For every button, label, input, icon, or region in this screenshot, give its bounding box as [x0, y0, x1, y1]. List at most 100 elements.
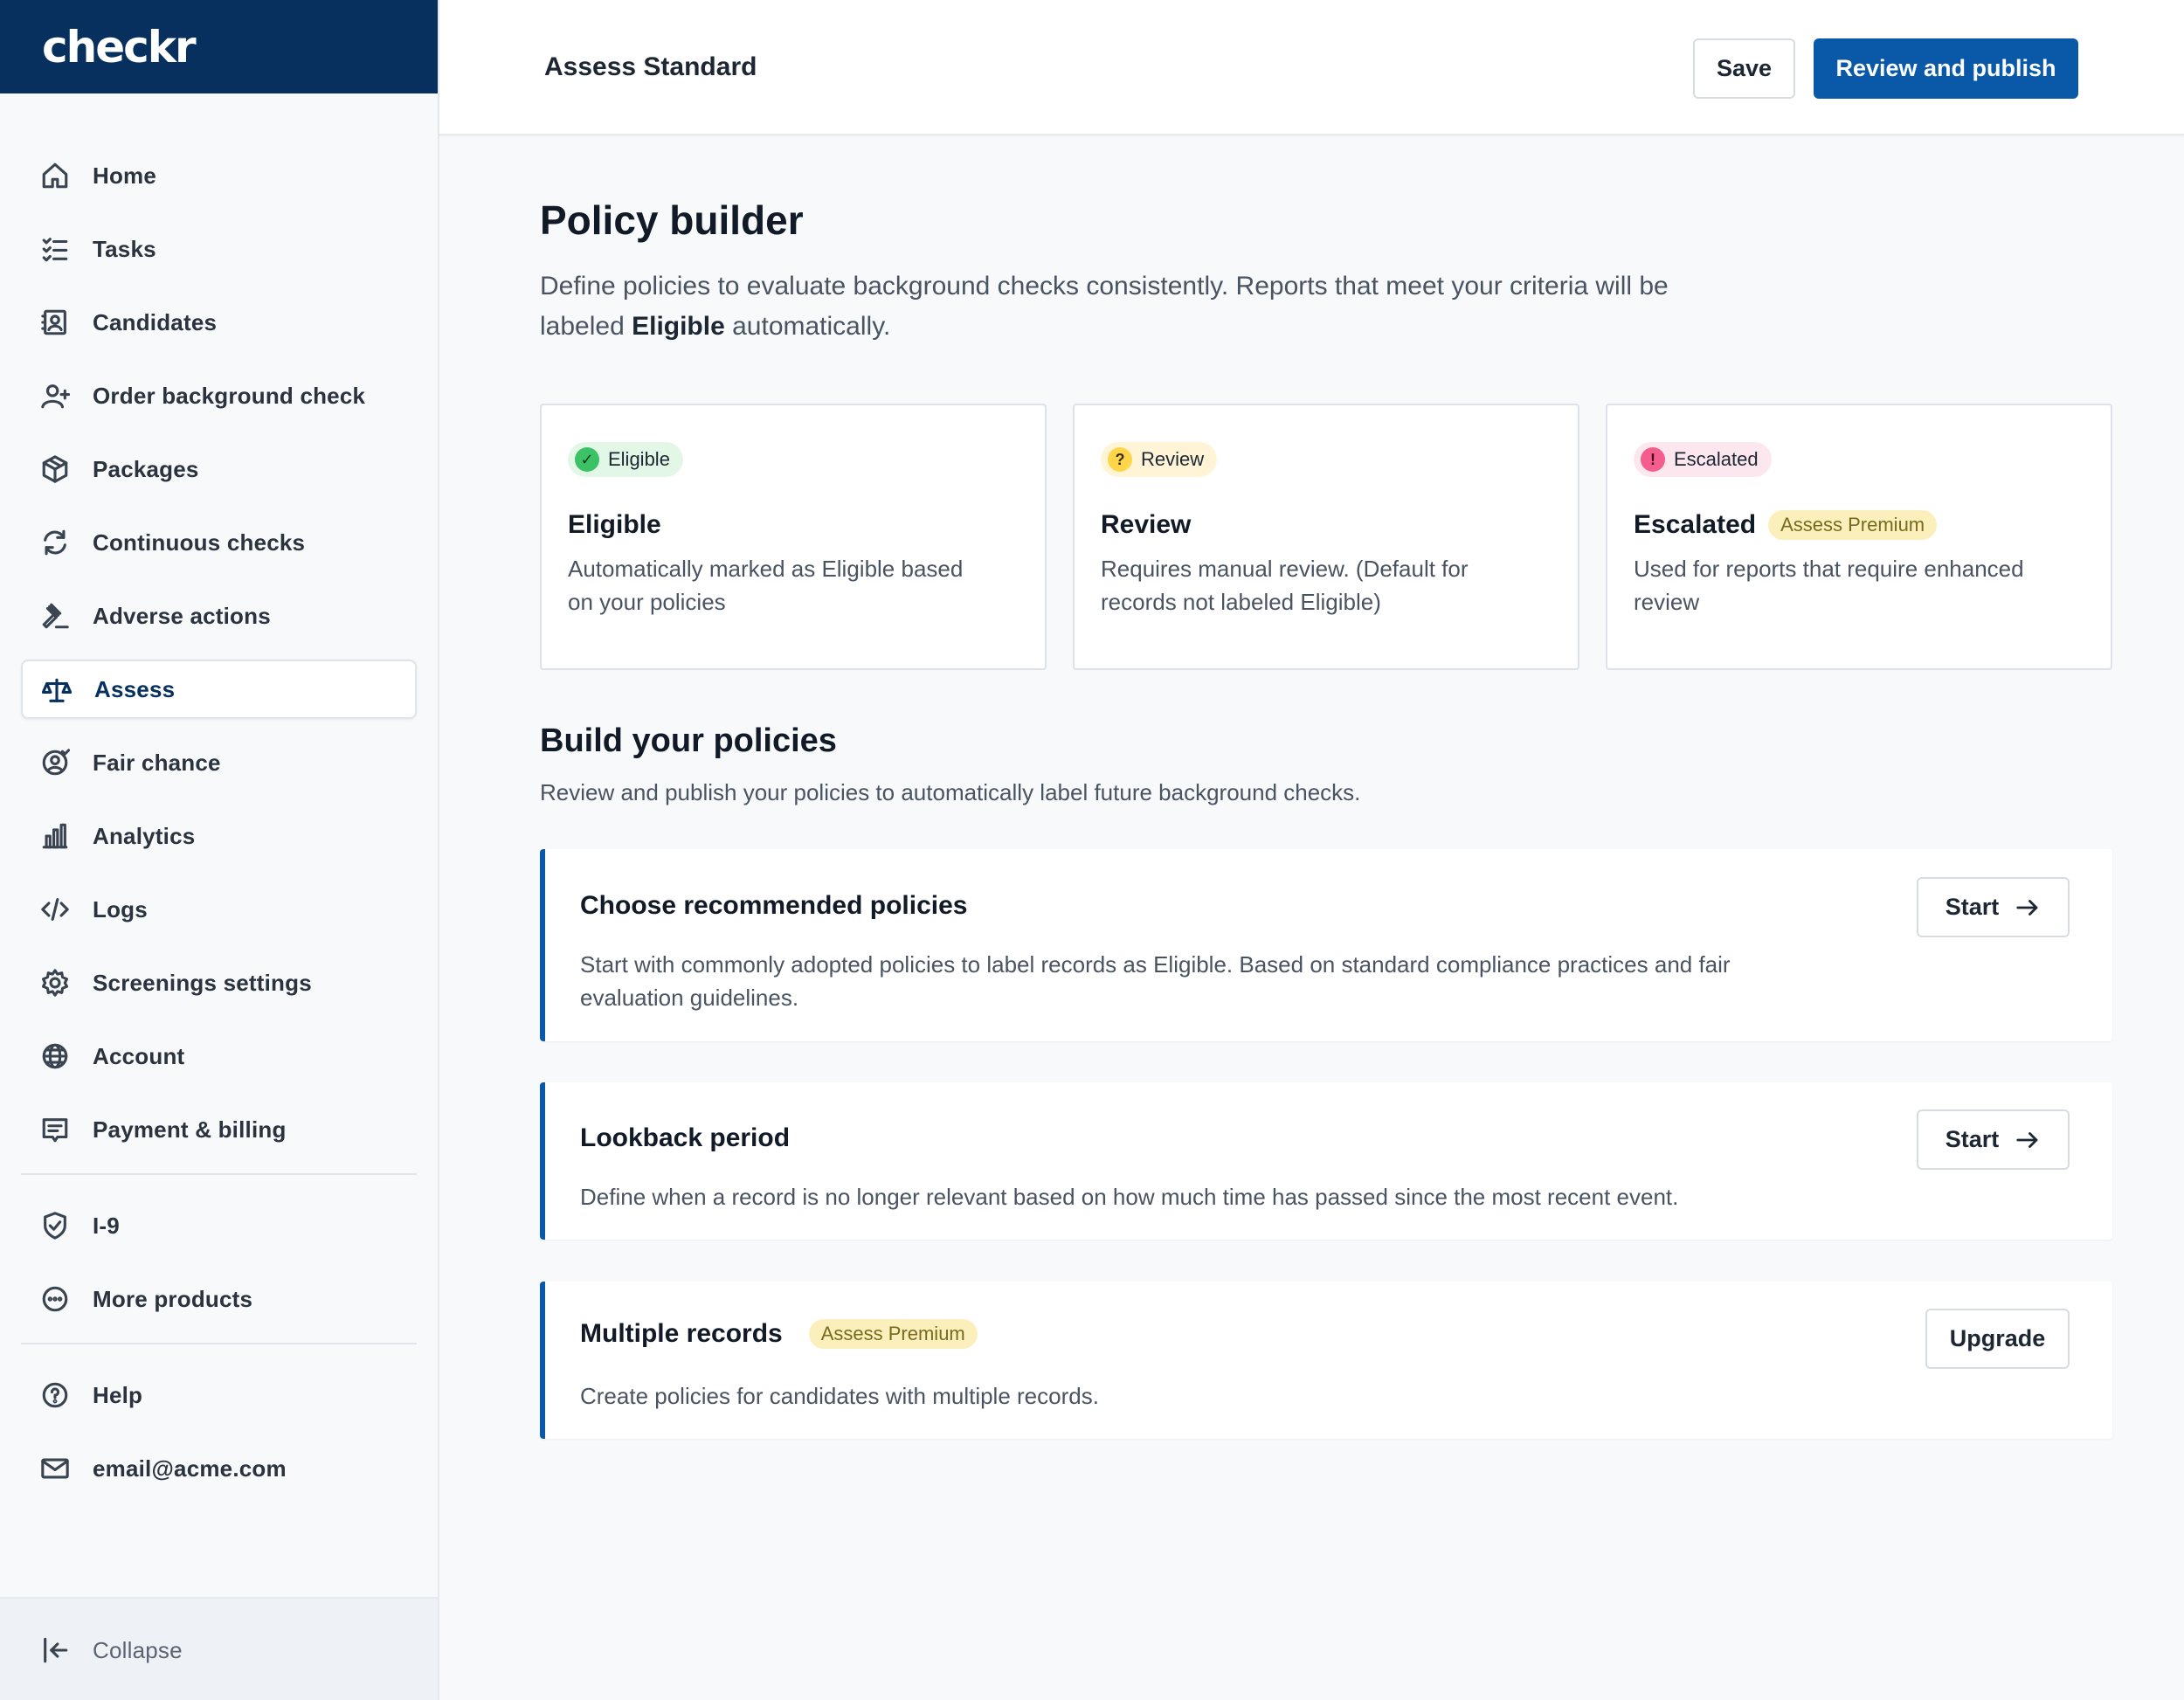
- sidebar-item-fair-chance[interactable]: Fair chance: [21, 733, 417, 792]
- sidebar-item-email[interactable]: email@acme.com: [21, 1439, 417, 1498]
- label-card-title-text: Review: [1101, 510, 1192, 539]
- intro-text-bold: Eligible: [632, 312, 725, 341]
- label-card-escalated: ! Escalated Escalated Assess Premium Used…: [1606, 404, 2112, 670]
- gavel-icon: [40, 601, 70, 631]
- sidebar-item-logs[interactable]: Logs: [21, 880, 417, 939]
- label-card-title: Eligible: [568, 510, 661, 540]
- mail-icon: [40, 1454, 70, 1483]
- sidebar-item-label: Account: [93, 1042, 185, 1069]
- exclamation-circle-icon: !: [1641, 447, 1665, 472]
- policy-desc: Define when a record is no longer releva…: [580, 1184, 1679, 1210]
- shield-check-icon: [40, 1211, 70, 1240]
- page-title: Policy builder: [540, 197, 804, 243]
- policy-title: Multiple records Assess Premium: [580, 1319, 978, 1349]
- label-card-desc: Requires manual review. (Default for rec…: [1101, 556, 1469, 615]
- policy-card-lookback: Lookback period Define when a record is …: [540, 1082, 2112, 1240]
- sidebar-item-i9[interactable]: I-9: [21, 1196, 417, 1255]
- policy-desc: Create policies for candidates with mult…: [580, 1383, 1099, 1409]
- sidebar-item-label: Fair chance: [93, 749, 221, 776]
- collapse-arrow-icon: [40, 1635, 70, 1665]
- sidebar-nav: Home Tasks Candidates Order background c…: [0, 93, 438, 1498]
- button-label: Start: [1945, 894, 2000, 920]
- policy-title-text: Lookback period: [580, 1123, 791, 1152]
- premium-badge: Assess Premium: [1768, 510, 1938, 540]
- section-title: Build your policies: [540, 722, 837, 759]
- user-plus-icon: [40, 381, 71, 411]
- status-badge-eligible: ✓ Eligible: [568, 442, 683, 477]
- intro-text-start: Define policies to evaluate background c…: [540, 272, 1669, 341]
- package-icon: [40, 454, 70, 484]
- sidebar-item-candidates[interactable]: Candidates: [21, 293, 417, 352]
- policy-title: Lookback period: [580, 1123, 790, 1153]
- sidebar-item-label: Order background check: [93, 382, 366, 409]
- sidebar-item-account[interactable]: Account: [21, 1026, 417, 1086]
- sidebar-item-packages[interactable]: Packages: [21, 439, 417, 499]
- policy-desc: Start with commonly adopted policies to …: [580, 951, 1731, 1011]
- start-recommended-button[interactable]: Start: [1917, 877, 2070, 937]
- sidebar-item-label: I-9: [93, 1212, 120, 1239]
- save-button[interactable]: Save: [1693, 38, 1795, 99]
- label-card-title-text: Eligible: [568, 510, 661, 539]
- sidebar-item-screenings-settings[interactable]: Screenings settings: [21, 953, 417, 1012]
- label-card-desc: Used for reports that require enhanced r…: [1634, 556, 2024, 615]
- button-label: Upgrade: [1949, 1325, 2046, 1351]
- code-icon: [40, 895, 70, 924]
- policy-title-text: Choose recommended policies: [580, 891, 968, 920]
- home-icon: [40, 161, 70, 190]
- sidebar-item-order-background-check[interactable]: Order background check: [21, 366, 417, 425]
- label-card-review: ? Review Review Requires manual review. …: [1073, 404, 1579, 670]
- checklist-icon: [40, 234, 70, 264]
- button-label: Start: [1945, 1126, 2000, 1152]
- policy-title: Choose recommended policies: [580, 891, 967, 921]
- sidebar-item-label: Continuous checks: [93, 529, 306, 556]
- status-badge-label: Review: [1141, 448, 1205, 470]
- review-and-publish-button[interactable]: Review and publish: [1814, 38, 2078, 99]
- sidebar-divider: [21, 1173, 417, 1175]
- arrow-right-icon: [2016, 1131, 2038, 1148]
- logo-bar: checkr: [0, 0, 438, 93]
- sidebar-item-payment-billing[interactable]: Payment & billing: [21, 1100, 417, 1159]
- intro-text-end: automatically.: [724, 312, 891, 341]
- user-circle-icon: [40, 748, 71, 777]
- page-header-title: Assess Standard: [544, 52, 757, 81]
- label-card-title: Review: [1101, 510, 1191, 540]
- sidebar-item-label: Screenings settings: [93, 969, 312, 996]
- policy-title-text: Multiple records: [580, 1319, 783, 1348]
- label-card-title: Escalated Assess Premium: [1634, 510, 1938, 540]
- sidebar-item-assess[interactable]: Assess: [21, 660, 417, 719]
- section-subtitle: Review and publish your policies to auto…: [540, 779, 1361, 805]
- checkr-logo[interactable]: checkr: [42, 21, 197, 73]
- sidebar-item-label: Analytics: [93, 822, 196, 849]
- label-card-eligible: ✓ Eligible Eligible Automatically marked…: [540, 404, 1047, 670]
- sidebar-item-more-products[interactable]: More products: [21, 1269, 417, 1329]
- policy-card-recommended: Choose recommended policies Start with c…: [540, 849, 2112, 1041]
- contact-card-icon: [40, 308, 70, 337]
- sidebar-item-label: Logs: [93, 895, 148, 923]
- start-lookback-button[interactable]: Start: [1917, 1109, 2070, 1170]
- intro-text: Define policies to evaluate background c…: [540, 266, 1676, 347]
- sidebar-item-label: Packages: [93, 455, 199, 482]
- top-header: Assess Standard Save Review and publish: [439, 0, 2184, 135]
- globe-icon: [40, 1041, 70, 1071]
- collapse-button[interactable]: Collapse: [21, 1621, 417, 1680]
- sidebar-item-label: Candidates: [93, 308, 218, 335]
- sidebar-item-adverse-actions[interactable]: Adverse actions: [21, 586, 417, 646]
- label-card-desc: Automatically marked as Eligible based o…: [568, 556, 964, 615]
- upgrade-button[interactable]: Upgrade: [1925, 1309, 2070, 1369]
- sidebar-item-home[interactable]: Home: [21, 146, 417, 205]
- bar-chart-icon: [40, 821, 70, 851]
- sidebar-item-label: More products: [93, 1285, 253, 1312]
- scale-icon: [41, 676, 73, 706]
- sidebar-item-analytics[interactable]: Analytics: [21, 806, 417, 866]
- receipt-icon: [40, 1115, 70, 1144]
- collapse-bar: Collapse: [0, 1597, 438, 1700]
- sidebar-item-label: Help: [93, 1381, 143, 1408]
- sidebar-item-label: Assess: [94, 675, 176, 702]
- sidebar-item-tasks[interactable]: Tasks: [21, 219, 417, 279]
- sidebar-item-label: Adverse actions: [93, 602, 271, 629]
- check-circle-icon: ✓: [575, 447, 599, 472]
- status-badge-review: ? Review: [1101, 442, 1218, 477]
- sidebar-item-help[interactable]: Help: [21, 1365, 417, 1425]
- sidebar-item-continuous-checks[interactable]: Continuous checks: [21, 513, 417, 572]
- help-icon: [40, 1380, 70, 1410]
